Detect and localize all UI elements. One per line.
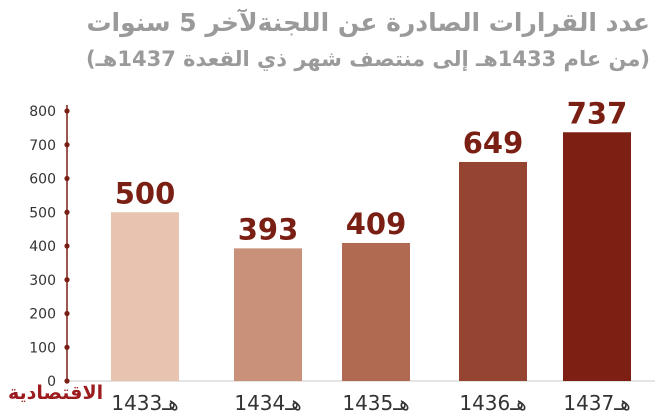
y-tick-dot [64,243,70,249]
y-tick-label: 200 [29,307,56,323]
chart-subtitle: (من عام 1433هـ إلى منتصف شهر ذي القعدة 1… [86,47,650,71]
y-tick-label: 100 [29,340,56,356]
x-category-label: 1433هـ [111,391,178,415]
chart-title: عدد القرارات الصادرة عن اللجنةلآخر 5 سنو… [86,8,650,37]
y-tick-label: 400 [29,239,56,255]
x-category-label: 1434هـ [234,391,301,415]
bar-value-label: 500 [115,176,176,210]
bar-value-label: 737 [567,96,628,130]
y-tick-label: 700 [29,138,56,154]
y-tick-dot [64,142,70,148]
y-tick-dot [64,209,70,215]
bar [111,212,179,381]
y-tick-dot [64,378,70,384]
bar-value-label: 649 [463,126,524,160]
y-tick-label: 600 [29,172,56,188]
y-tick-label: 800 [29,104,56,120]
y-tick-dot [64,108,70,114]
publisher-logo: الاقتصادية [8,382,104,404]
y-tick-dot [64,277,70,283]
y-tick-label: 0 [47,374,56,390]
bar [563,132,631,381]
x-category-label: 1435هـ [342,391,409,415]
y-tick-label: 300 [29,273,56,289]
bar [342,242,410,381]
bar-value-label: 409 [346,207,407,241]
bar-value-label: 393 [238,212,299,246]
y-tick-dot [64,344,70,350]
x-category-label: 1436هـ [459,391,526,415]
y-tick-dot [64,310,70,317]
bar [234,248,302,381]
y-tick-label: 500 [29,205,56,221]
y-tick-dot [64,175,70,182]
x-category-label: 1437هـ [563,391,630,415]
bar [459,161,527,381]
